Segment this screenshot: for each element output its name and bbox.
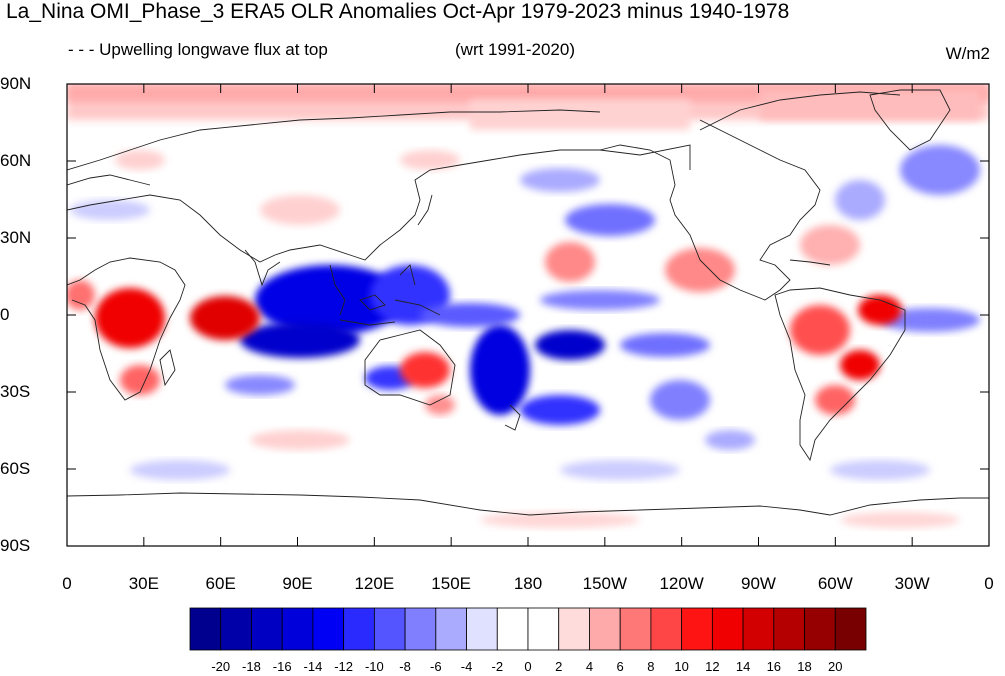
colorbar-swatch (804, 607, 836, 651)
colorbar-label: -14 (303, 659, 323, 674)
colorbar-swatch (466, 607, 498, 651)
longitude-label: 180 (513, 574, 543, 593)
colorbar-swatch (251, 607, 283, 651)
coastlines (67, 89, 989, 516)
reference-period-subtitle: (wrt 1991-2020) (455, 40, 576, 59)
colorbar-label: -2 (491, 659, 504, 674)
longitude-label: 30E (128, 574, 159, 593)
colorbar-label: 8 (647, 659, 655, 674)
colorbar-swatch (312, 607, 345, 651)
colorbar-swatch (834, 607, 867, 651)
colorbar-label: -6 (430, 659, 442, 674)
longitude-label: 0 (984, 574, 994, 593)
colorbar-swatch (711, 607, 744, 651)
colorbar-label: 14 (735, 659, 751, 674)
colorbar-swatch (435, 607, 467, 651)
colorbar-label: -20 (211, 659, 231, 674)
axis-ticks (66, 83, 990, 547)
longitude-label: 0 (62, 574, 72, 593)
colorbar-label: 10 (674, 659, 689, 674)
latitude-label: 60S (0, 459, 31, 478)
colorbar-label: 18 (797, 659, 812, 674)
colorbar-swatch (619, 607, 652, 651)
longitude-label: 90E (282, 574, 313, 593)
colorbar-label: -8 (399, 659, 411, 674)
colorbar-swatch (404, 607, 437, 651)
longitude-label: 150E (431, 574, 472, 593)
colorbar-label: 6 (616, 659, 624, 674)
colorbar-label: -10 (364, 659, 384, 674)
colorbar-swatch (650, 607, 683, 651)
colorbar-label: 4 (585, 659, 594, 674)
colorbar-label: -16 (272, 659, 292, 674)
map-title: La_Nina OMI_Phase_3 ERA5 OLR Anomalies O… (6, 0, 790, 23)
colorbar (189, 607, 867, 651)
longitude-label: 60E (205, 574, 236, 593)
colorbar-swatch (773, 607, 805, 651)
colorbar-label: -4 (460, 659, 473, 674)
longitude-label: 120E (354, 574, 395, 593)
colorbar-swatch (189, 607, 222, 651)
colorbar-swatch (496, 607, 529, 651)
colorbar-swatch (220, 607, 252, 651)
colorbar-swatch (558, 607, 590, 651)
colorbar-swatch (742, 607, 775, 651)
colorbar-label: 2 (555, 659, 563, 674)
units-label: W/m2 (945, 44, 990, 63)
colorbar-label: 20 (828, 659, 843, 674)
variable-subtitle: - - - Upwelling longwave flux at top (68, 40, 328, 59)
colorbar-swatch (373, 607, 406, 651)
longitude-label: 120W (659, 574, 704, 593)
colorbar-label: 0 (524, 659, 532, 674)
anomaly-field (67, 84, 989, 546)
colorbar-swatch (343, 607, 375, 651)
latitude-label: 30S (0, 382, 31, 401)
colorbar-swatch (589, 607, 621, 651)
colorbar-label: -18 (242, 659, 261, 674)
longitude-label: 150W (582, 574, 628, 593)
latitude-label: 30N (0, 228, 32, 247)
longitude-label: 90W (741, 574, 776, 593)
colorbar-label: 12 (705, 659, 720, 674)
colorbar-label: 16 (766, 659, 782, 674)
latitude-label: 90N (0, 74, 32, 93)
longitude-label: 30W (894, 574, 930, 593)
colorbar-swatch (681, 607, 713, 651)
longitude-label: 60W (817, 574, 853, 593)
colorbar-swatch (527, 607, 560, 651)
latitude-label: 60N (0, 151, 32, 170)
latitude-label: 0 (0, 305, 10, 324)
colorbar-swatch (281, 607, 314, 651)
colorbar-label: -12 (334, 659, 354, 674)
latitude-label: 90S (0, 536, 31, 555)
